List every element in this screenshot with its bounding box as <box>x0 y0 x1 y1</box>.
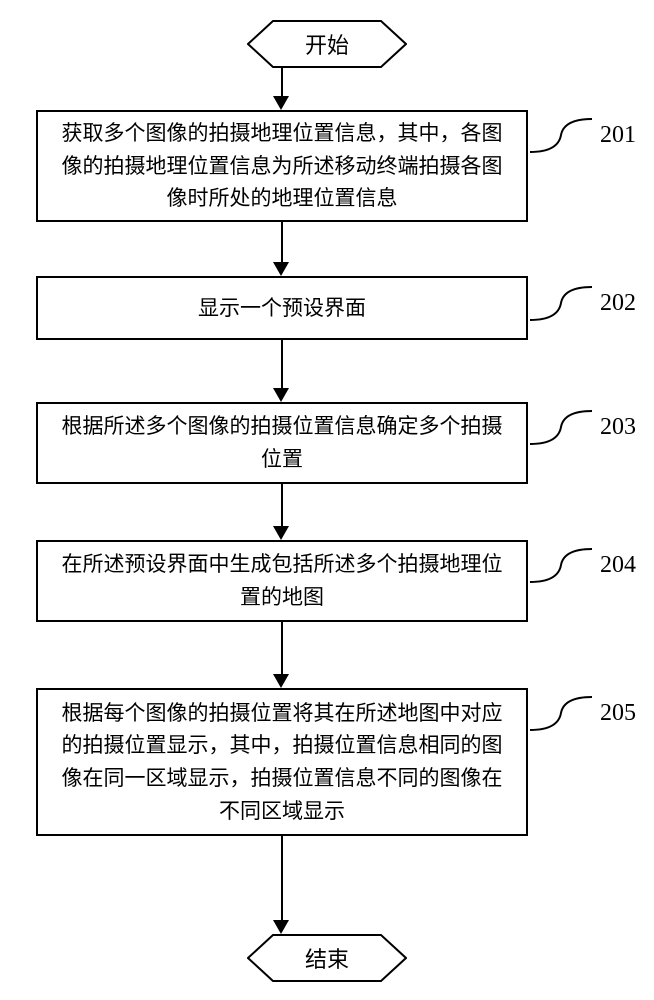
flowchart-canvas: 开始结束 获取多个图像的拍摄地理位置信息，其中，各图像的拍摄地理位置信息为所述移动… <box>0 0 654 1000</box>
connector-201 <box>528 117 596 155</box>
step-box-203: 根据所述多个图像的拍摄位置信息确定多个拍摄位置 <box>36 402 528 484</box>
arrow-head-1 <box>273 262 289 276</box>
step-label-204: 204 <box>600 552 636 579</box>
arrow-line-3 <box>281 484 283 528</box>
connector-203 <box>528 409 596 447</box>
step-label-205: 205 <box>600 700 636 727</box>
connector-204 <box>528 547 596 585</box>
terminal-end: 结束 <box>247 934 407 982</box>
arrow-line-0 <box>281 68 283 98</box>
step-text-201: 获取多个图像的拍摄地理位置信息，其中，各图像的拍摄地理位置信息为所述移动终端拍摄… <box>56 117 508 215</box>
arrow-head-4 <box>273 674 289 688</box>
step-text-205: 根据每个图像的拍摄位置将其在所述地图中对应的拍摄位置显示，其中，拍摄位置信息相同… <box>56 697 508 827</box>
step-text-202: 显示一个预设界面 <box>198 292 366 325</box>
step-box-201: 获取多个图像的拍摄地理位置信息，其中，各图像的拍摄地理位置信息为所述移动终端拍摄… <box>36 110 528 222</box>
arrow-head-2 <box>273 388 289 402</box>
terminal-start: 开始 <box>247 20 407 68</box>
arrow-head-5 <box>273 920 289 934</box>
step-text-203: 根据所述多个图像的拍摄位置信息确定多个拍摄位置 <box>56 410 508 475</box>
step-label-202: 202 <box>600 290 636 317</box>
arrow-line-2 <box>281 340 283 390</box>
terminal-start-label: 开始 <box>305 28 349 60</box>
step-box-204: 在所述预设界面中生成包括所述多个拍摄地理位置的地图 <box>36 540 528 622</box>
step-box-202: 显示一个预设界面 <box>36 276 528 340</box>
connector-202 <box>528 285 596 323</box>
step-box-205: 根据每个图像的拍摄位置将其在所述地图中对应的拍摄位置显示，其中，拍摄位置信息相同… <box>36 688 528 836</box>
arrow-line-5 <box>281 836 283 922</box>
arrow-head-0 <box>273 96 289 110</box>
step-label-201: 201 <box>600 122 636 149</box>
step-text-204: 在所述预设界面中生成包括所述多个拍摄地理位置的地图 <box>56 548 508 613</box>
step-label-203: 203 <box>600 414 636 441</box>
connector-205 <box>528 695 596 733</box>
terminal-end-label: 结束 <box>305 942 349 974</box>
arrow-head-3 <box>273 526 289 540</box>
arrow-line-4 <box>281 622 283 676</box>
arrow-line-1 <box>281 222 283 264</box>
